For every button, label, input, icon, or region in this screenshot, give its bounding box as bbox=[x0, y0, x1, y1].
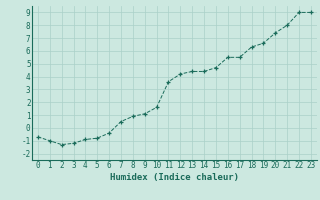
X-axis label: Humidex (Indice chaleur): Humidex (Indice chaleur) bbox=[110, 173, 239, 182]
